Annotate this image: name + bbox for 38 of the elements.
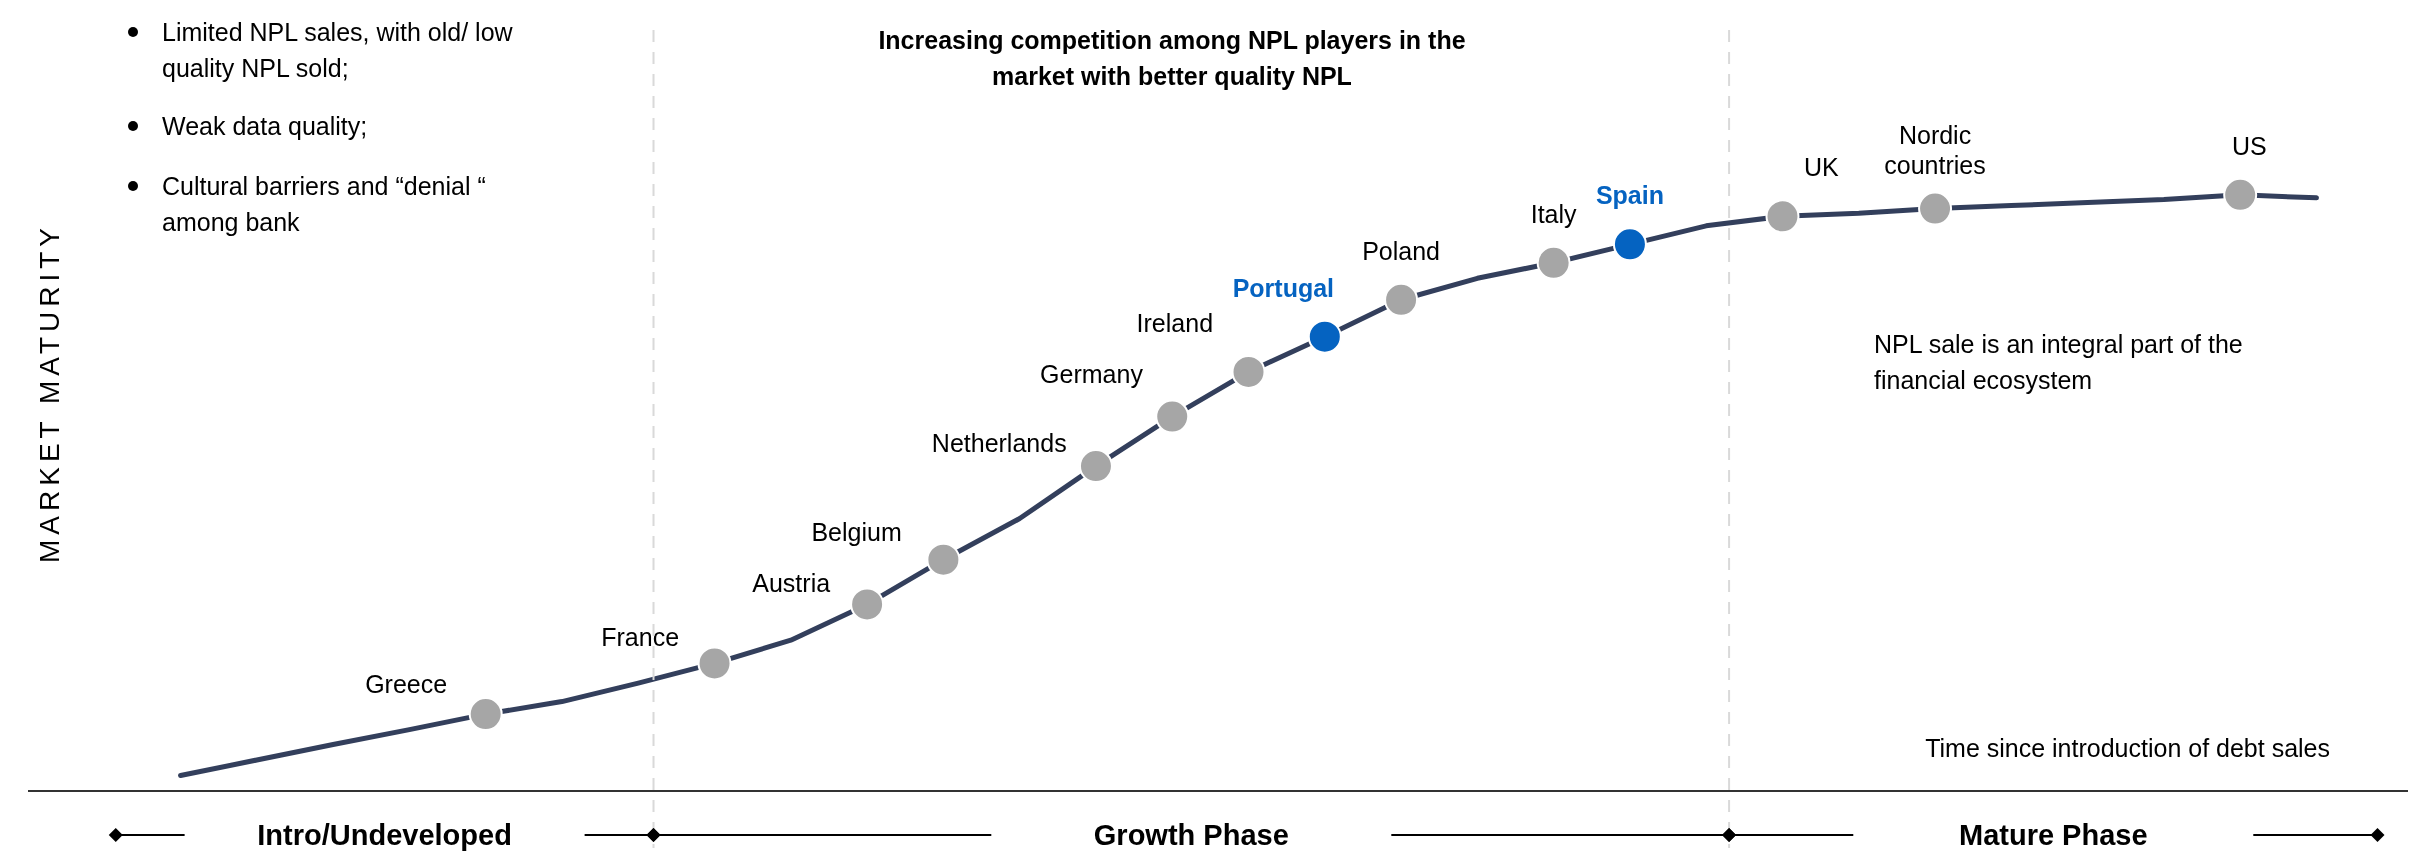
point — [1612, 227, 1647, 262]
y-axis-title: MARKET MATURITY — [34, 223, 66, 563]
point — [1155, 399, 1190, 434]
annotation: Portugal — [1232, 273, 1335, 302]
point — [1384, 282, 1419, 317]
point — [2223, 177, 2258, 212]
text: Weak data quality; — [162, 111, 368, 142]
point — [1078, 449, 1113, 484]
annotation: Poland — [1362, 236, 1441, 265]
point — [1231, 354, 1266, 389]
annotation: Greece — [365, 669, 448, 698]
point — [1765, 199, 1800, 234]
annotation: Belgium — [811, 518, 902, 547]
text: UK — [1804, 153, 1840, 182]
annotation: Ireland — [1136, 308, 1214, 337]
text: Growth Phase — [1092, 818, 1290, 853]
annotation: Germany — [1040, 359, 1144, 388]
point — [1918, 191, 1953, 226]
annotation: Italy — [1530, 199, 1578, 228]
annotation: Netherlands — [931, 429, 1067, 458]
text: Limited NPL sales, with old/ low quality NPL sold; — [162, 17, 514, 84]
point — [1536, 245, 1571, 280]
text: Mature Phase — [1958, 818, 2149, 853]
text: US — [2232, 131, 2267, 160]
annotation: France — [601, 623, 680, 652]
point — [926, 542, 961, 577]
point — [1307, 319, 1342, 354]
annotation: NPL sale is an integral part of the financial ecosystem — [1874, 329, 2244, 396]
x-axis-title: Time since introduction of debt sales — [1925, 734, 2330, 763]
annotation: Spain — [1595, 181, 1664, 210]
annotation: Austria — [752, 569, 831, 598]
text: Nordic countries — [1884, 120, 1986, 179]
point — [850, 587, 885, 622]
text: Intro/Undeveloped — [256, 818, 513, 853]
point — [468, 697, 503, 732]
point — [697, 646, 732, 681]
text: Increasing competition among NPL players in the market with better quality NPL — [877, 25, 1467, 92]
annotation: Cultural barriers and “denial “ among bank — [162, 171, 487, 238]
